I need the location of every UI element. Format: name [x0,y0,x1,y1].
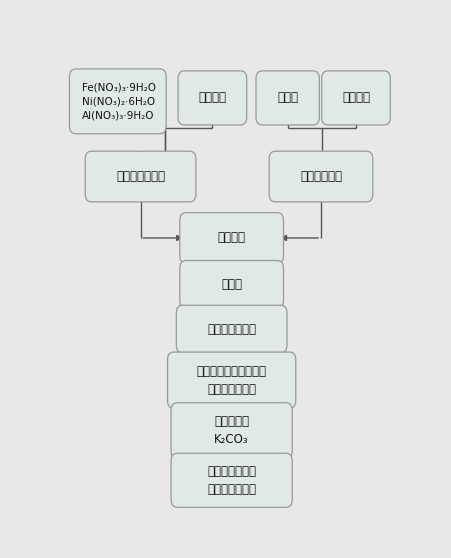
Text: 去离子水: 去离子水 [198,92,226,104]
Text: 柠樼酸: 柠樼酸 [276,92,298,104]
FancyBboxPatch shape [167,352,295,408]
Text: 均匀溶液: 均匀溶液 [217,232,245,244]
FancyBboxPatch shape [170,403,292,459]
FancyBboxPatch shape [321,71,390,125]
Text: 一定温度下燃烧，确酸
盐及柠樼酸分解: 一定温度下燃烧，确酸 盐及柠樼酸分解 [196,365,266,396]
FancyBboxPatch shape [170,453,292,507]
FancyBboxPatch shape [179,213,283,263]
FancyBboxPatch shape [178,71,246,125]
FancyBboxPatch shape [255,71,319,125]
Text: 浸渍法浸渍
K₂CO₃: 浸渍法浸渍 K₂CO₃ [214,415,249,446]
FancyBboxPatch shape [69,69,166,134]
Text: 有机混合溶液: 有机混合溶液 [299,170,341,183]
Text: 确酸盐混合溶液: 确酸盐混合溶液 [116,170,165,183]
Text: 研磨，煥烧得到
铁基复合载氧体: 研磨，煥烧得到 铁基复合载氧体 [207,465,256,496]
FancyBboxPatch shape [268,151,372,202]
FancyBboxPatch shape [85,151,195,202]
Text: 去离子水: 去离子水 [341,92,369,104]
Text: Fe(NO₃)₃·9H₂O
Ni(NO₃)₂·6H₂O
Al(NO₃)₃·9H₂O: Fe(NO₃)₃·9H₂O Ni(NO₃)₂·6H₂O Al(NO₃)₃·9H₂… [82,83,156,121]
Text: 加热得到干凝胶: 加热得到干凝胶 [207,323,256,335]
FancyBboxPatch shape [176,305,286,353]
FancyBboxPatch shape [179,261,283,308]
Text: 湿凝胶: 湿凝胶 [221,278,242,291]
